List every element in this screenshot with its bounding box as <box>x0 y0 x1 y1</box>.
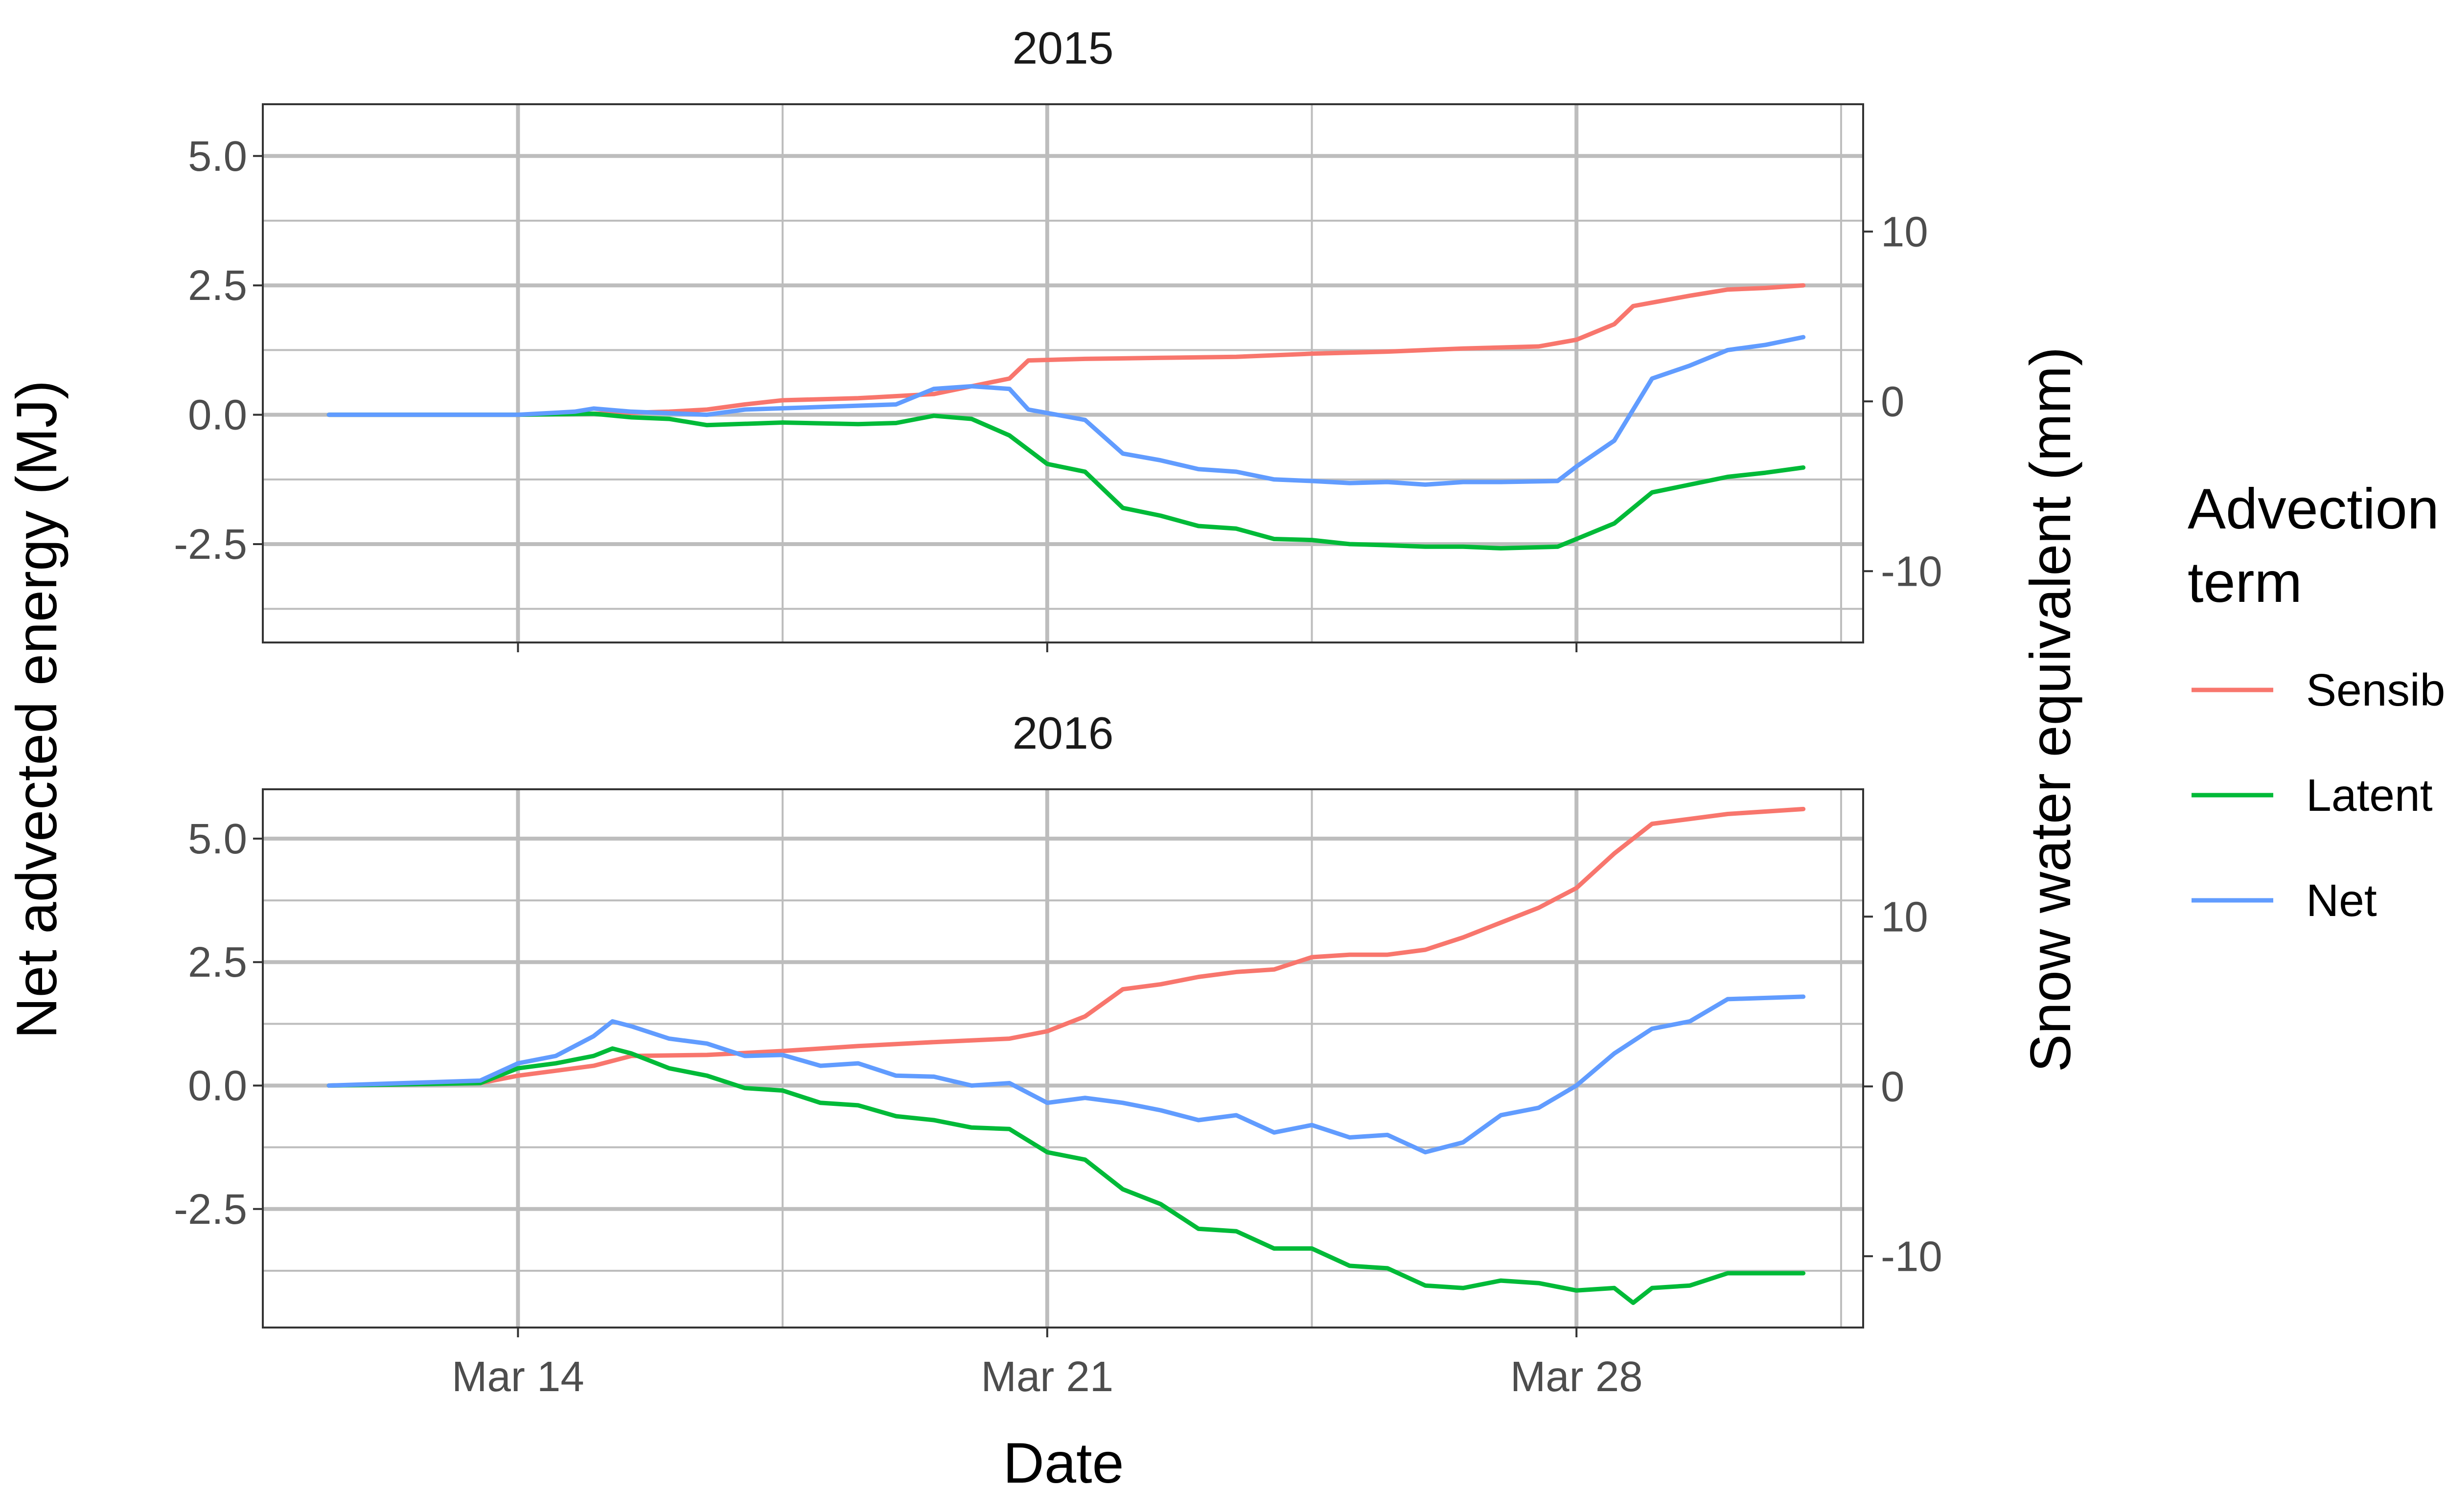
legend-label: Sensible <box>2306 664 2447 715</box>
legend-item-sensible: Sensible <box>2192 664 2447 715</box>
y2-tick-label: 0 <box>1881 378 1904 425</box>
legend-label: Latent <box>2306 770 2433 821</box>
x-tick-label: Mar 28 <box>1510 1353 1643 1400</box>
y2-tick-label: 0 <box>1881 1063 1904 1110</box>
legend: Advection term Sensible Latent Net <box>2188 477 2447 926</box>
panel-2015: 2015 -2.5 0.0 2.5 5.0 -10 0 10 <box>174 23 1942 652</box>
legend-label: Net <box>2306 875 2377 926</box>
series-line-latent <box>326 412 1806 550</box>
y-axis-title: Net advected energy (MJ) <box>4 380 69 1039</box>
y2-axis-title: Snow water equivalent (mm) <box>2018 347 2082 1073</box>
y-tick-label: 5.0 <box>188 815 247 863</box>
legend-item-net: Net <box>2192 875 2377 926</box>
series-line-sensible <box>326 806 1806 1088</box>
legend-item-latent: Latent <box>2192 770 2433 821</box>
y-tick-label: 0.0 <box>188 391 247 439</box>
y2-tick-label: -10 <box>1881 548 1942 595</box>
panel-border <box>262 788 1864 1329</box>
series-line-net <box>326 994 1806 1155</box>
panel-title: 2015 <box>1013 23 1114 73</box>
x-tick-label: Mar 21 <box>981 1353 1113 1400</box>
y-tick-label: 5.0 <box>188 133 247 180</box>
x-tick-label: Mar 14 <box>452 1353 584 1400</box>
panels: 2015 -2.5 0.0 2.5 5.0 -10 0 10 2016 -2.5 0.0 2.5 5.0… <box>174 23 1942 1400</box>
legend-title-line2: term <box>2188 550 2302 614</box>
series-line-net <box>326 335 1806 487</box>
y-tick-label: -2.5 <box>174 1186 247 1233</box>
y-tick-label: 2.5 <box>188 939 247 986</box>
legend-title-line1: Advection <box>2188 477 2439 541</box>
y2-tick-label: -10 <box>1881 1233 1942 1280</box>
y-tick-label: 0.0 <box>188 1062 247 1110</box>
series-line-sensible <box>326 283 1806 417</box>
y2-tick-label: 10 <box>1881 893 1928 940</box>
y-tick-label: -2.5 <box>174 521 247 568</box>
panel-border <box>262 103 1864 643</box>
x-axis-title: Date <box>1003 1431 1124 1495</box>
panel-title: 2016 <box>1013 708 1114 758</box>
legend-items: Sensible Latent Net <box>2192 664 2447 926</box>
series-line-latent <box>326 1046 1806 1305</box>
panel-2016: 2016 -2.5 0.0 2.5 5.0 Mar 14 Mar 21 Mar 28 -10 0 1… <box>174 708 1942 1400</box>
y2-tick-label: 10 <box>1881 208 1928 255</box>
y-tick-label: 2.5 <box>188 262 247 309</box>
